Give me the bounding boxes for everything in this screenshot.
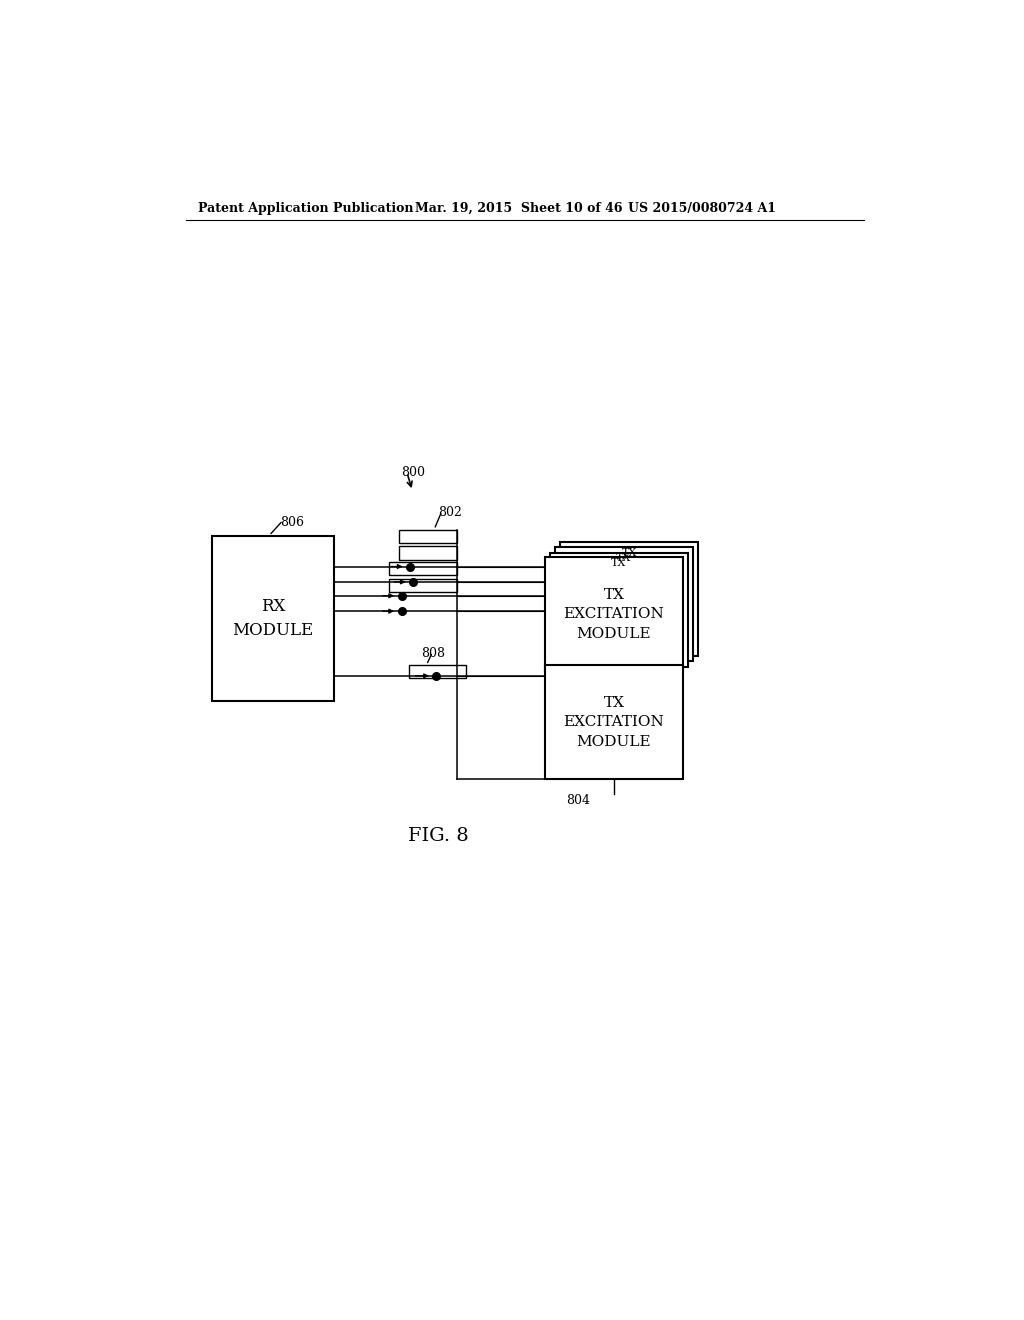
Bar: [545, 557, 683, 671]
Text: FIG. 8: FIG. 8: [408, 826, 468, 845]
Text: TX: TX: [611, 558, 627, 569]
Text: Mar. 19, 2015  Sheet 10 of 46: Mar. 19, 2015 Sheet 10 of 46: [415, 202, 623, 215]
Text: TX: TX: [616, 553, 632, 564]
Text: 804: 804: [566, 795, 590, 808]
Text: 806: 806: [280, 516, 304, 529]
Text: 808: 808: [421, 647, 445, 660]
Bar: [399, 529, 457, 543]
Bar: [389, 578, 457, 591]
Bar: [399, 546, 457, 560]
Text: TX
EXCITATION
MODULE: TX EXCITATION MODULE: [563, 696, 665, 748]
Bar: [212, 536, 334, 701]
Bar: [555, 548, 693, 661]
Bar: [389, 562, 457, 576]
Bar: [550, 553, 687, 667]
Text: Patent Application Publication: Patent Application Publication: [198, 202, 414, 215]
Bar: [409, 665, 466, 678]
Bar: [545, 665, 683, 779]
Bar: [560, 543, 698, 656]
Text: TX
EXCITATION
MODULE: TX EXCITATION MODULE: [563, 587, 665, 640]
Text: RX
MODULE: RX MODULE: [232, 598, 313, 639]
Text: US 2015/0080724 A1: US 2015/0080724 A1: [628, 202, 776, 215]
Text: 800: 800: [400, 466, 425, 479]
Text: 802: 802: [438, 507, 462, 520]
Text: TX: TX: [622, 548, 637, 557]
